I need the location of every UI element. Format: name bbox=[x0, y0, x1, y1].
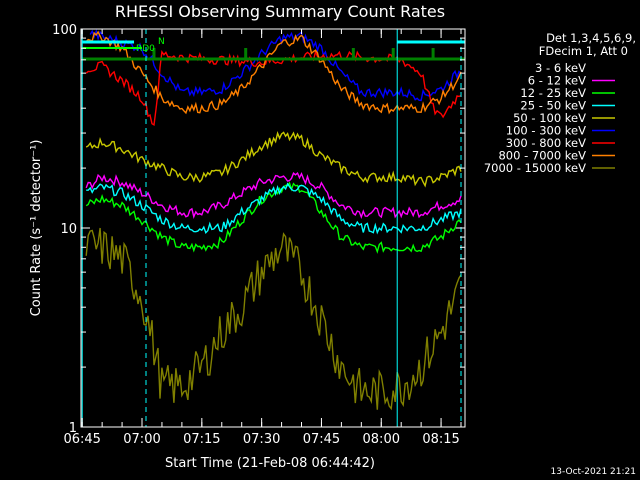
x-tick-label: 08:15 bbox=[422, 432, 459, 447]
legend-label: 50 - 100 keV bbox=[513, 111, 586, 125]
legend-label: 300 - 800 keV bbox=[506, 136, 586, 150]
x-tick-label: 07:30 bbox=[243, 432, 280, 447]
timestamp: 13-Oct-2021 21:21 bbox=[551, 467, 636, 477]
series-line bbox=[85, 181, 462, 254]
x-tick-label: 07:00 bbox=[123, 432, 160, 447]
legend: Det 1,3,4,5,6,9, FDecim 1, Att 0 3 - 6 k… bbox=[484, 31, 636, 175]
series-line bbox=[85, 227, 462, 411]
legend-label: 7000 - 15000 keV bbox=[484, 161, 586, 175]
legend-header-2: FDecim 1, Att 0 bbox=[539, 44, 628, 58]
legend-header-1: Det 1,3,4,5,6,9, bbox=[546, 31, 636, 45]
legend-label: 6 - 12 keV bbox=[528, 74, 586, 88]
legend-label: 25 - 50 keV bbox=[520, 99, 586, 113]
chart-title: RHESSI Observing Summary Count Rates bbox=[115, 2, 445, 21]
x-tick-label: 08:00 bbox=[363, 432, 400, 447]
flag-label-n: N bbox=[158, 37, 165, 47]
series-line bbox=[85, 131, 462, 188]
x-axis: 06:45 07:00 07:15 07:30 07:45 08:00 08:15 bbox=[63, 29, 462, 447]
flag-label-rd0: RD0 bbox=[136, 44, 155, 54]
x-tick-label: 07:15 bbox=[183, 432, 220, 447]
y-axis: 1 10 100 bbox=[52, 23, 465, 436]
x-tick-label: 06:45 bbox=[63, 432, 100, 447]
y-axis-label: Count Rate (s⁻¹ detector⁻¹) bbox=[29, 140, 44, 317]
y-tick-label: 100 bbox=[52, 23, 77, 38]
legend-label: 12 - 25 keV bbox=[520, 86, 586, 100]
series-line bbox=[85, 178, 462, 341]
series-line bbox=[85, 30, 462, 115]
y-tick-label: 1 bbox=[69, 421, 77, 436]
series-line bbox=[89, 28, 462, 102]
x-axis-label: Start Time (21-Feb-08 06:44:42) bbox=[165, 456, 375, 471]
series-line bbox=[86, 182, 462, 235]
legend-label: 100 - 300 keV bbox=[506, 124, 586, 138]
series-line bbox=[85, 171, 462, 220]
legend-label: 800 - 7000 keV bbox=[498, 149, 586, 163]
legend-label: 3 - 6 keV bbox=[535, 61, 586, 75]
x-tick-label: 07:45 bbox=[303, 432, 340, 447]
y-tick-label: 10 bbox=[60, 222, 77, 237]
